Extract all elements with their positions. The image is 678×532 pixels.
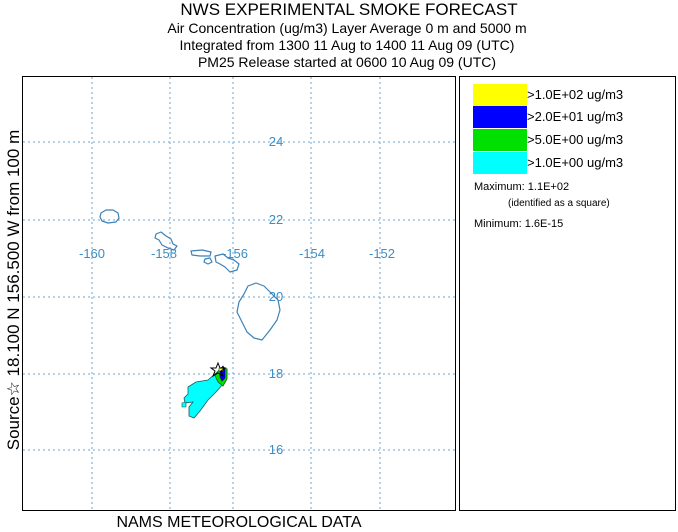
concentration-subtitle: Air Concentration (ug/m3) Layer Average … [167, 20, 527, 36]
legend-label: >2.0E+01 ug/m3 [527, 109, 624, 124]
lat-label: 22 [269, 212, 283, 227]
legend-row: >2.0E+01 ug/m3 [473, 106, 678, 128]
integration-period: Integrated from 1300 11 Aug to 1400 11 A… [179, 37, 515, 53]
map-frame [22, 76, 456, 511]
lon-label: -158 [151, 246, 177, 261]
maui-island [214, 253, 240, 273]
lat-label: 20 [269, 289, 283, 304]
forecast-title: NWS EXPERIMENTAL SMOKE FORECAST [180, 0, 518, 19]
lat-label: 18 [269, 366, 283, 381]
smoke-map: -160 -158 -156 -154 -152 24 22 20 18 16 [22, 76, 456, 511]
lon-label: -156 [222, 246, 248, 261]
legend-swatch-green [473, 129, 527, 151]
lat-label: 16 [269, 442, 283, 457]
molokai-island [190, 249, 212, 257]
concentration-legend: >1.0E+02 ug/m3 >2.0E+01 ug/m3 >5.0E+00 u… [459, 76, 676, 511]
source-star-icon [209, 361, 227, 378]
legend-swatch-blue [473, 106, 527, 128]
legend-row: >5.0E+00 ug/m3 [473, 129, 678, 151]
plume-stray-dot [181, 401, 187, 408]
oahu-island [154, 231, 178, 251]
met-data-source: NAMS METEOROLOGICAL DATA [116, 514, 362, 531]
smoke-plume [181, 361, 228, 419]
legend-label: >1.0E+02 ug/m3 [527, 87, 624, 102]
legend-row: >1.0E+02 ug/m3 [473, 84, 678, 106]
minimum-value: Minimum: 1.6E-15 [474, 218, 564, 230]
lanai-island [203, 257, 213, 265]
legend-swatch-cyan [473, 152, 527, 174]
legend-label: >5.0E+00 ug/m3 [527, 132, 624, 147]
maximum-value: Maximum: 1.1E+02 [474, 181, 570, 193]
lon-label: -152 [369, 246, 395, 261]
release-info: PM25 Release started at 0600 10 Aug 09 (… [197, 54, 497, 70]
source-location-label: Source☆ 18.100 N 156.500 W from 100 m [4, 129, 23, 451]
lon-label: -160 [79, 246, 105, 261]
maximum-note: (identified as a square) [508, 198, 610, 209]
lon-label: -154 [299, 246, 325, 261]
graticule [23, 77, 455, 510]
lat-label: 24 [269, 134, 283, 149]
legend-swatch-yellow [473, 84, 527, 106]
legend-label: >1.0E+00 ug/m3 [527, 155, 624, 170]
kauai-island [99, 209, 120, 224]
legend-row: >1.0E+00 ug/m3 [473, 152, 678, 174]
big-island-hawaii [236, 282, 281, 341]
